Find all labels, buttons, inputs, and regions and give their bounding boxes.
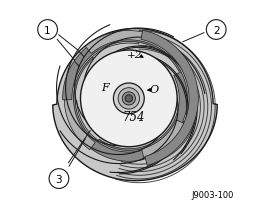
- Text: 1: 1: [44, 25, 51, 35]
- Polygon shape: [85, 31, 197, 125]
- Circle shape: [122, 92, 136, 105]
- Circle shape: [38, 21, 58, 40]
- Circle shape: [206, 21, 226, 40]
- Circle shape: [80, 51, 177, 147]
- Text: 754: 754: [123, 111, 145, 124]
- Polygon shape: [64, 35, 140, 150]
- Polygon shape: [94, 72, 188, 158]
- Text: J9003-100: J9003-100: [191, 190, 234, 199]
- Polygon shape: [66, 52, 144, 162]
- Text: 3: 3: [56, 174, 62, 184]
- Text: O: O: [150, 85, 159, 95]
- Circle shape: [118, 88, 140, 110]
- Circle shape: [113, 84, 144, 114]
- Text: +2: +2: [127, 50, 143, 59]
- Circle shape: [49, 169, 69, 188]
- Polygon shape: [68, 101, 185, 160]
- Polygon shape: [141, 31, 198, 166]
- Text: F: F: [101, 83, 109, 93]
- Text: 2: 2: [213, 25, 220, 35]
- Polygon shape: [63, 33, 187, 100]
- Circle shape: [125, 95, 133, 103]
- Polygon shape: [53, 29, 217, 181]
